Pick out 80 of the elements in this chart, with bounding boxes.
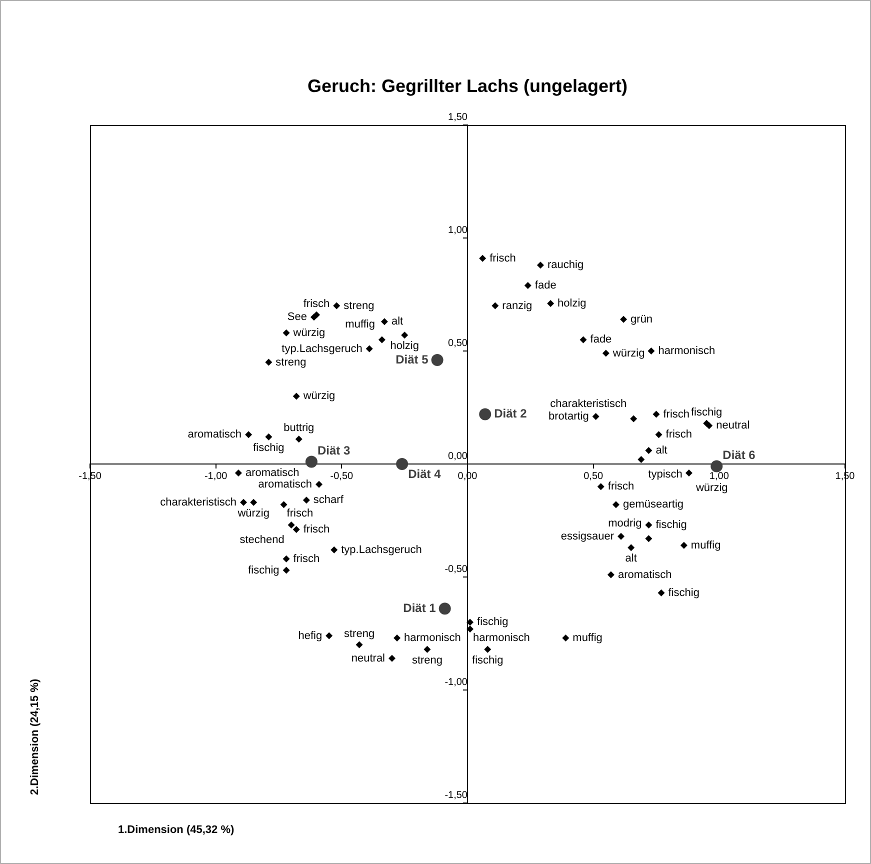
annotation: muffig	[572, 632, 602, 644]
annotation: würzig	[292, 326, 326, 339]
annotation: frisch	[303, 298, 330, 310]
annotation: alt	[656, 444, 668, 456]
chart-title: Geruch: Gegrillter Lachs (ungelagert)	[307, 76, 628, 96]
series-label: Diät 1	[403, 600, 436, 615]
annotation: frisch	[608, 480, 634, 493]
y-tick-label: -0,50	[444, 564, 468, 575]
series-label: Diät 4	[408, 466, 442, 481]
annotation: neutral	[351, 652, 386, 664]
annotation: holzig	[558, 298, 586, 310]
annotation: streng	[344, 300, 374, 312]
annotation: scharf	[313, 494, 344, 506]
annotation: aromatisch	[618, 568, 672, 581]
annotation: aromatisch	[258, 478, 312, 490]
annotation: aromatisch	[188, 428, 242, 441]
y-tick-label: 1,00	[448, 224, 468, 236]
annotation: charakteristisch	[550, 398, 627, 410]
y-axis-title: 2.Dimension (24,15 %)	[29, 678, 42, 795]
annotation: holzig	[390, 340, 419, 352]
series-label: Diät 3	[317, 444, 350, 458]
annotation: brotartig	[548, 410, 589, 423]
annotation: frisch	[293, 552, 320, 565]
y-tick-label: 1,50	[448, 112, 468, 123]
annotation: ranzig	[502, 300, 532, 312]
annotation: harmonisch	[404, 632, 461, 644]
x-tick-label: -1,00	[204, 470, 228, 482]
x-tick-label: 1,00	[709, 470, 730, 482]
annotation: charakteristisch	[160, 496, 237, 508]
annotation: fischig	[253, 442, 284, 454]
annotation: alt	[625, 552, 637, 565]
y-tick-label: -1,50	[444, 790, 468, 801]
annotation: frisch	[303, 524, 330, 536]
annotation: fischig	[248, 564, 280, 576]
annotation: streng	[276, 356, 306, 368]
x-axis-title: 1.Dimension (45,32 %)	[118, 824, 234, 836]
annotation: fischig	[668, 586, 700, 599]
annotation: hefig	[298, 630, 322, 642]
annotation: typ.Lachsgeruch	[341, 544, 422, 556]
annotation: frisch	[666, 428, 692, 441]
annotation: modrig	[608, 518, 642, 530]
annotation: würzig	[694, 482, 728, 494]
annotation: neutral	[716, 420, 750, 432]
annotation: streng	[412, 654, 443, 666]
x-tick-label: 0,50	[584, 470, 604, 482]
annotation: frisch	[286, 508, 314, 520]
annotation: harmonisch	[473, 632, 530, 644]
annotation: grün	[630, 313, 653, 326]
annotation: aromatisch	[245, 467, 300, 480]
annotation: stechend	[240, 534, 284, 546]
annotation: fade	[590, 334, 612, 346]
annotation: gemüseartig	[622, 498, 684, 511]
annotation: buttrig	[284, 422, 314, 434]
annotation: See	[287, 311, 307, 324]
series-label: Diät 5	[396, 352, 429, 366]
x-tick-label: -0,50	[330, 470, 354, 482]
annotation: essigsauer	[560, 530, 614, 542]
annotation: muffig	[345, 318, 375, 331]
annotation: typisch	[648, 468, 682, 481]
annotation: alt	[391, 316, 404, 328]
annotation: fischig	[472, 654, 504, 666]
annotation: würzig	[302, 390, 336, 402]
y-tick-label: 0,00	[448, 450, 468, 462]
y-tick-label: -1,00	[444, 676, 468, 688]
annotation: würzig	[236, 507, 270, 520]
annotation: frisch	[490, 252, 516, 264]
annotation: fade	[534, 279, 556, 292]
annotation: fischig	[656, 519, 687, 532]
y-tick-label: 0,50	[448, 338, 468, 349]
annotation: muffig	[690, 539, 721, 552]
series-label: Diät 6	[722, 448, 756, 462]
annotation: fischig	[690, 406, 722, 418]
annotation: harmonisch	[658, 345, 716, 358]
annotation: würzig	[612, 347, 645, 360]
annotation: typ.Lachsgeruch	[282, 342, 362, 355]
series-label: Diät 2	[494, 406, 528, 421]
annotation: fischig	[477, 616, 508, 628]
annotation: rauchig	[547, 259, 584, 272]
annotation: streng	[344, 628, 375, 640]
annotation: frisch	[663, 408, 690, 420]
